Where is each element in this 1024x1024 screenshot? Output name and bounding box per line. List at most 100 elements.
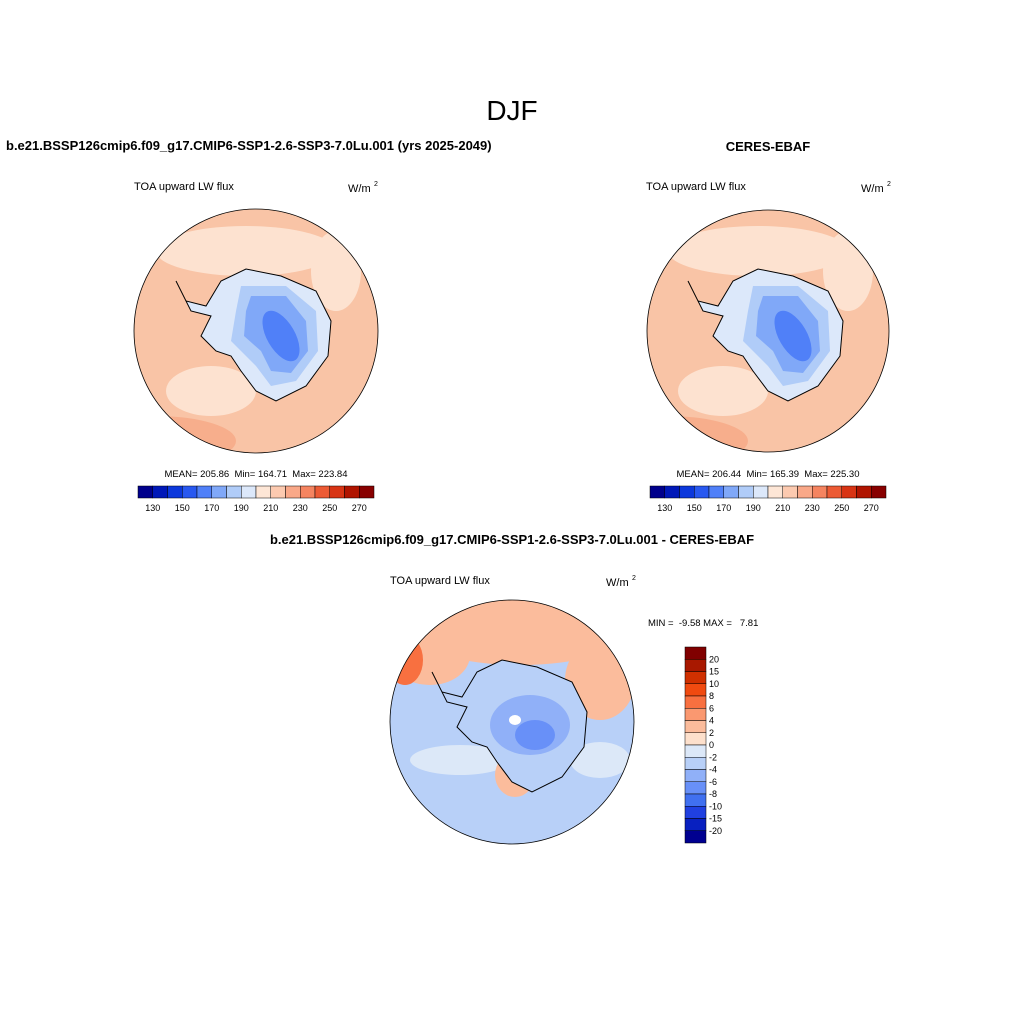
colorbar-swatch: [152, 485, 168, 499]
map-border: [646, 209, 890, 453]
colorbar-swatch: [285, 485, 301, 499]
colorbar-swatch: [314, 485, 330, 499]
variable-label: TOA upward LW flux: [134, 181, 234, 193]
map: [134, 209, 378, 453]
colorbar-swatch: [684, 720, 707, 733]
map-border: [389, 599, 635, 845]
colorbar-swatch: [196, 485, 212, 499]
colorbar-swatch: [137, 485, 153, 499]
colorbar-label: 15: [709, 667, 719, 677]
map-border: [133, 208, 379, 454]
colorbar-swatch: [694, 485, 710, 499]
colorbar-swatch: [182, 485, 198, 499]
stats: MEAN= 206.44 Min= 165.39 Max= 225.30: [677, 469, 860, 480]
colorbar-label: 250: [322, 503, 337, 513]
colorbar-swatch: [856, 485, 872, 499]
colorbar-label: -15: [709, 814, 722, 824]
colorbar-label: 170: [204, 503, 219, 513]
colorbar-swatch: [684, 781, 707, 795]
colorbar-swatch: [684, 708, 707, 721]
colorbar-swatch: [167, 485, 183, 499]
colorbar-swatch: [782, 485, 798, 499]
colorbar-swatch: [684, 769, 707, 782]
colorbar-label: 190: [234, 503, 249, 513]
units-exponent: 2: [887, 181, 891, 188]
colorbar-swatch: [684, 671, 707, 684]
colorbar-label: -4: [709, 765, 717, 775]
colorbar-label: 2: [709, 728, 714, 738]
colorbar-swatch: [679, 485, 695, 499]
colorbar-swatch: [255, 485, 271, 499]
colorbar-label: 6: [709, 703, 714, 713]
colorbar-label: 130: [145, 503, 160, 513]
colorbar-swatch: [684, 683, 707, 697]
colorbar-label: 150: [687, 503, 702, 513]
colorbar-label: -20: [709, 826, 722, 836]
colorbar-label: 8: [709, 691, 714, 701]
colorbar-label: -2: [709, 752, 717, 762]
colorbar-label: 170: [716, 503, 731, 513]
stats: MEAN= 205.86 Min= 164.71 Max= 223.84: [165, 469, 348, 480]
colorbar-swatch: [812, 485, 828, 499]
colorbar-label: 10: [709, 679, 719, 689]
colorbar-label: 250: [834, 503, 849, 513]
variable-label: TOA upward LW flux: [646, 181, 746, 193]
colorbar-swatch: [684, 793, 707, 807]
colorbar-swatch: [767, 485, 783, 499]
colorbar-swatch: [684, 732, 707, 746]
colorbar-swatch: [300, 485, 316, 499]
colorbar-swatch: [226, 485, 242, 499]
colorbar-label: 270: [352, 503, 367, 513]
units: W/m: [348, 183, 371, 195]
map: [390, 600, 634, 844]
panel-title: b.e21.BSSP126cmip6.f09_g17.CMIP6-SSP1-2.…: [270, 532, 754, 547]
colorbar-swatch: [241, 485, 257, 499]
colorbar-swatch: [344, 485, 360, 499]
units: W/m: [606, 577, 629, 589]
colorbar-label: 210: [263, 503, 278, 513]
colorbar-swatch: [797, 485, 813, 499]
colorbar: 130 150 170 190 210 230 250 270: [649, 485, 887, 513]
colorbar-swatch: [738, 485, 754, 499]
colorbar-swatch: [708, 485, 724, 499]
panel-title: CERES-EBAF: [726, 139, 811, 154]
colorbar-label: 270: [864, 503, 879, 513]
colorbar-label: 4: [709, 716, 714, 726]
colorbar-swatch: [826, 485, 842, 499]
units: W/m: [861, 183, 884, 195]
colorbar-swatch: [649, 485, 665, 499]
colorbar-swatch: [359, 485, 375, 499]
colorbar: 130 150 170 190 210 230 250 270: [137, 485, 375, 513]
colorbar-swatch: [841, 485, 857, 499]
colorbar-swatch: [684, 744, 707, 758]
colorbar-label: 210: [775, 503, 790, 513]
map: [647, 210, 889, 452]
colorbar-swatch: [684, 695, 707, 709]
colorbar-label: 20: [709, 654, 719, 664]
colorbar-label: -10: [709, 801, 722, 811]
colorbar-swatch: [329, 485, 345, 499]
colorbar-label: 190: [746, 503, 761, 513]
colorbar-swatch: [664, 485, 680, 499]
colorbar-swatch: [871, 485, 887, 499]
figure-title: DJF: [486, 95, 537, 126]
colorbar-swatch: [684, 806, 707, 819]
units-exponent: 2: [374, 181, 378, 188]
colorbar-label: -8: [709, 789, 717, 799]
units-exponent: 2: [632, 575, 636, 582]
colorbar-swatch: [211, 485, 227, 499]
colorbar-label: 130: [657, 503, 672, 513]
colorbar-swatch: [684, 757, 707, 770]
colorbar-swatch: [270, 485, 286, 499]
colorbar-label: 230: [805, 503, 820, 513]
colorbar-swatch: [684, 830, 707, 844]
variable-label: TOA upward LW flux: [390, 575, 490, 587]
colorbar-swatch: [753, 485, 769, 499]
colorbar-swatch: [723, 485, 739, 499]
stats: MIN = -9.58 MAX = 7.81: [648, 618, 758, 629]
colorbar-swatch: [684, 818, 707, 831]
panel-title: b.e21.BSSP126cmip6.f09_g17.CMIP6-SSP1-2.…: [6, 138, 492, 153]
colorbar-label: -6: [709, 777, 717, 787]
